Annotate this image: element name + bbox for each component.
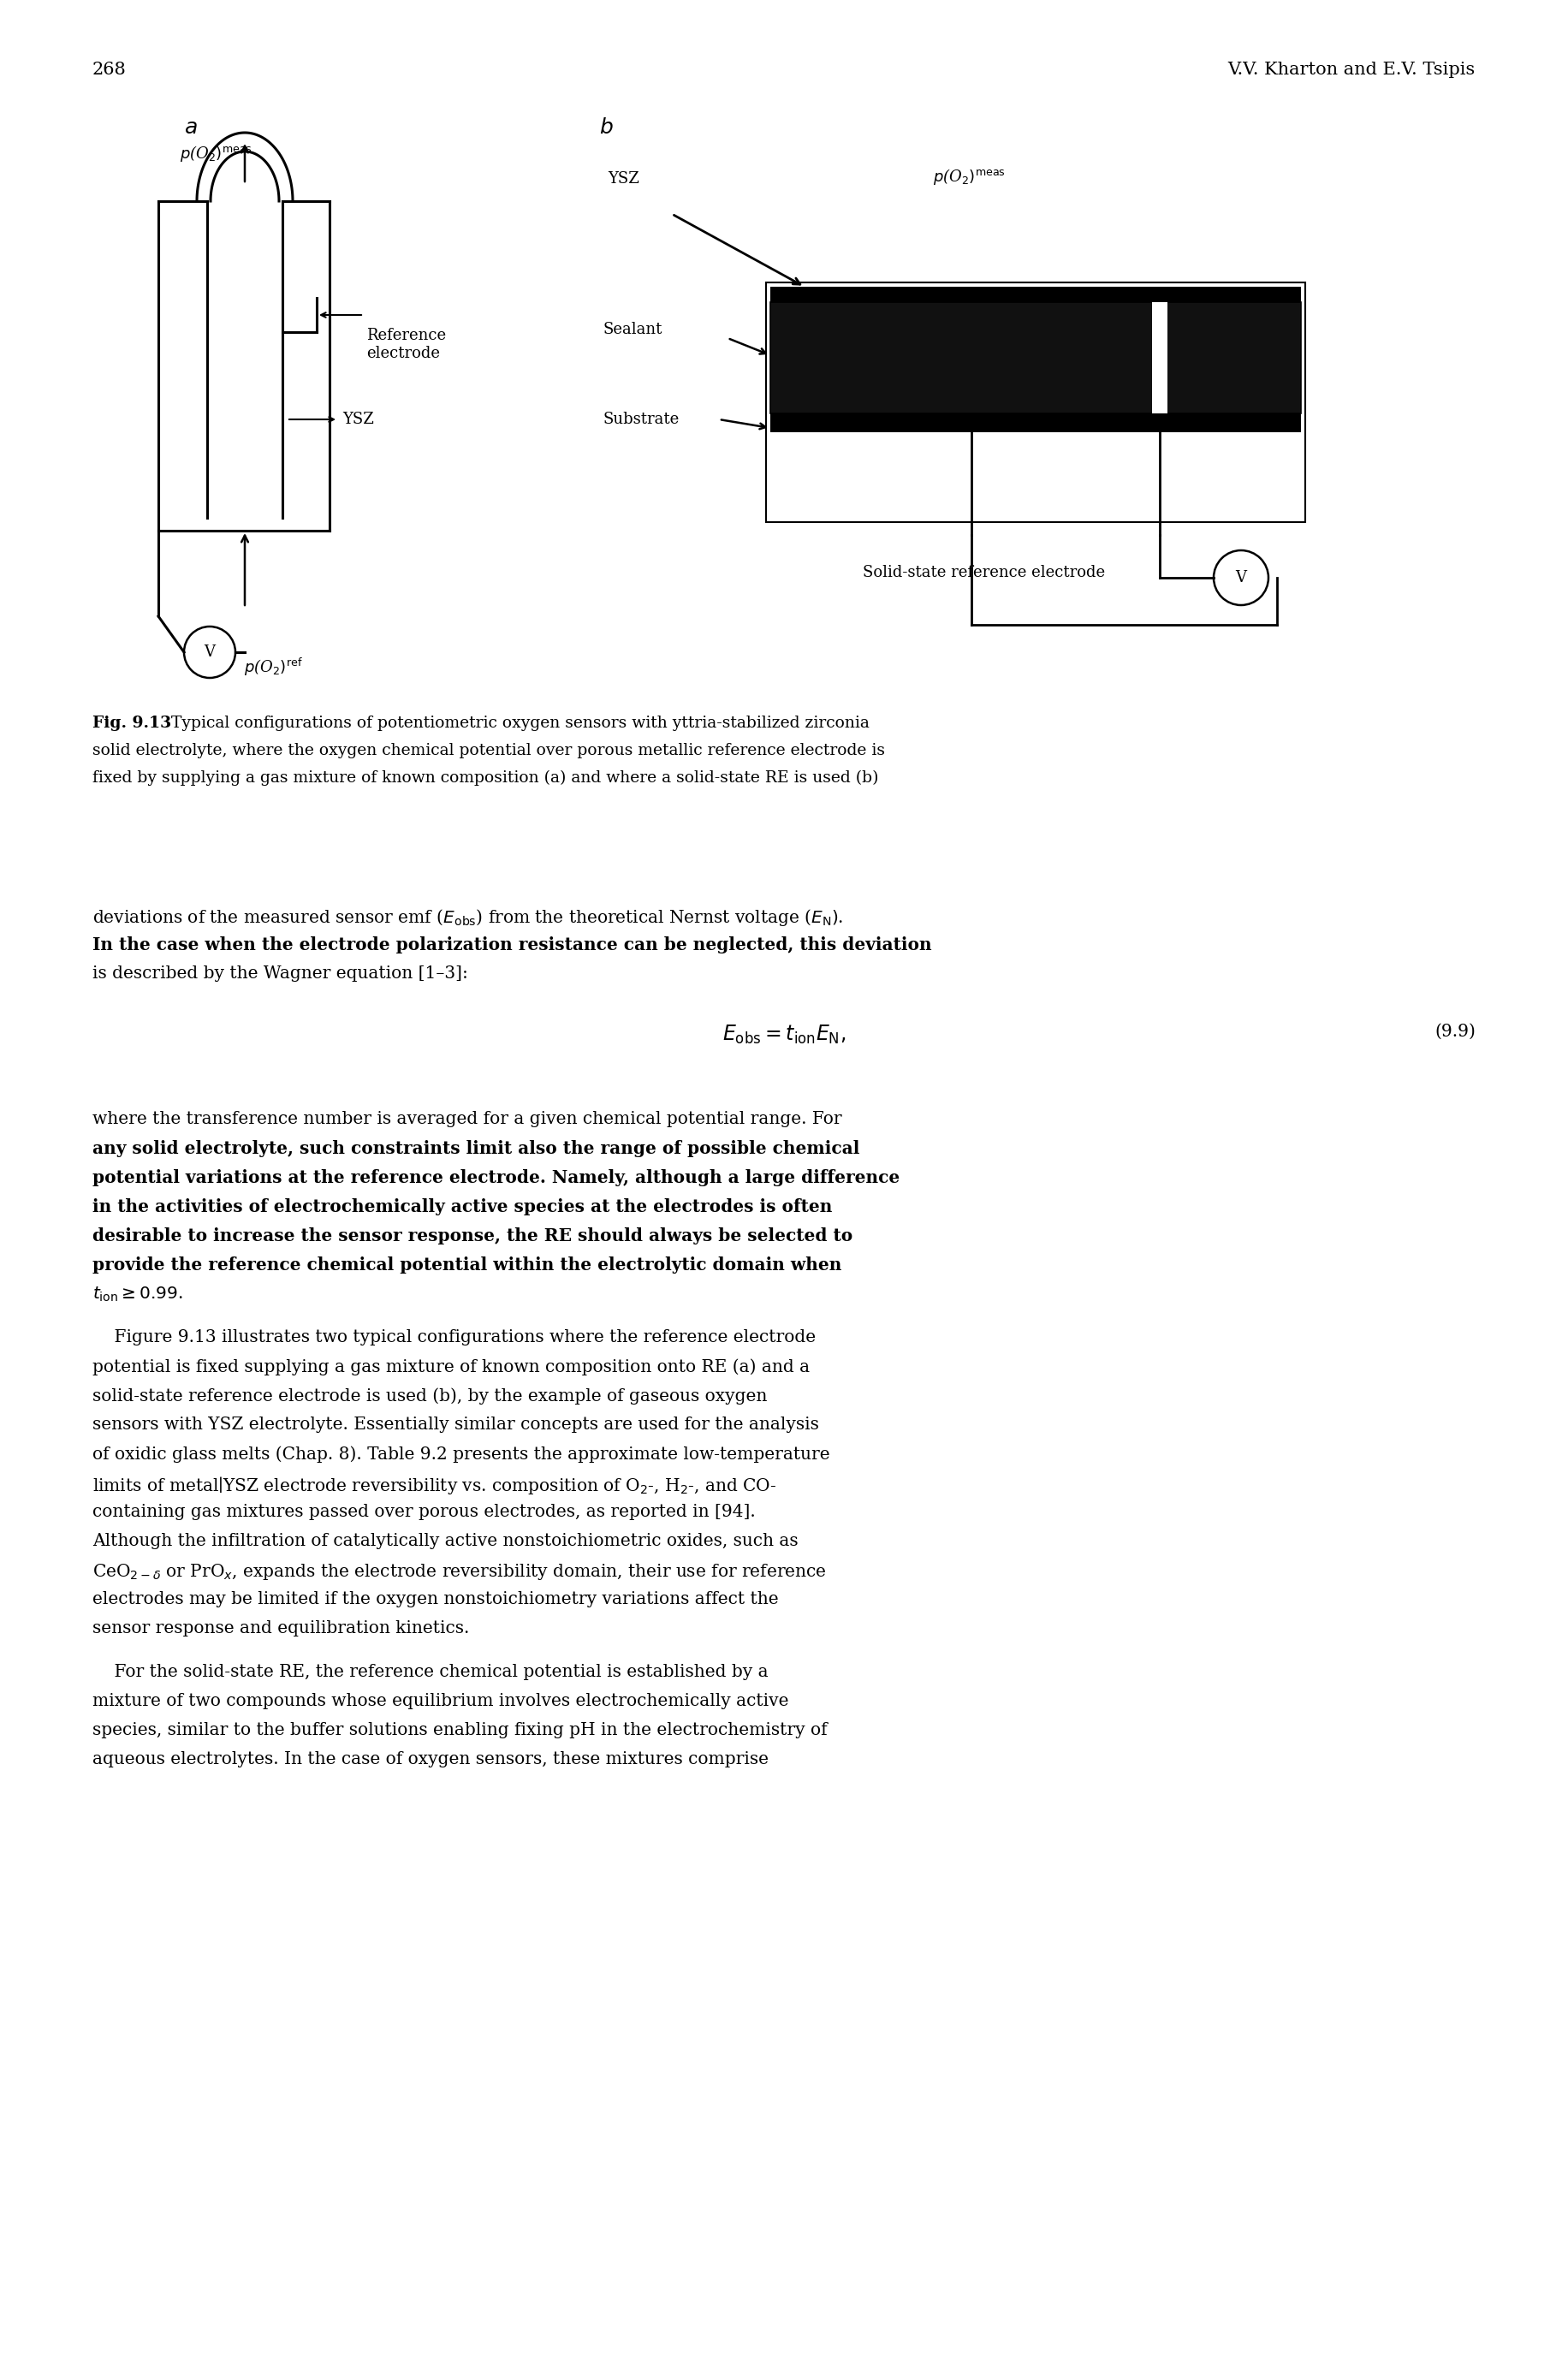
Text: in the activities of electrochemically active species at the electrodes is often: in the activities of electrochemically a… [93,1198,833,1217]
Text: species, similar to the buffer solutions enabling fixing pH in the electrochemis: species, similar to the buffer solutions… [93,1723,828,1739]
Bar [767,283,1305,523]
Text: V: V [1236,570,1247,584]
Text: electrodes may be limited if the oxygen nonstoichiometry variations affect the: electrodes may be limited if the oxygen … [93,1592,779,1609]
Text: $p$(O$_2)^{\rm meas}$: $p$(O$_2)^{\rm meas}$ [180,145,252,164]
Text: limits of metal∣YSZ electrode reversibility vs. composition of O$_2$-, H$_2$-, a: limits of metal∣YSZ electrode reversibil… [93,1475,776,1497]
Text: provide the reference chemical potential within the electrolytic domain when: provide the reference chemical potential… [93,1257,842,1274]
Text: potential is fixed supplying a gas mixture of known composition onto RE (a) and : potential is fixed supplying a gas mixtu… [93,1359,809,1376]
Text: V: V [204,644,215,661]
Text: Substrate: Substrate [604,411,681,428]
Bar [770,413,1301,432]
Text: Sealant: Sealant [604,321,663,337]
Text: deviations of the measured sensor emf ($E_{\rm obs}$) from the theoretical Nerns: deviations of the measured sensor emf ($… [93,908,844,927]
Text: Fig. 9.13: Fig. 9.13 [93,715,171,732]
Text: 268: 268 [93,62,127,78]
Text: potential variations at the reference electrode. Namely, although a large differ: potential variations at the reference el… [93,1169,900,1186]
Text: solid-state reference electrode is used (b), by the example of gaseous oxygen: solid-state reference electrode is used … [93,1388,767,1404]
Text: YSZ: YSZ [608,171,640,188]
Text: CeO$_{2-\delta}$ or PrO$_x$, expands the electrode reversibility domain, their u: CeO$_{2-\delta}$ or PrO$_x$, expands the… [93,1561,826,1582]
Text: Reference
electrode: Reference electrode [367,328,445,361]
Text: Although the infiltration of catalytically active nonstoichiometric oxides, such: Although the infiltration of catalytical… [93,1533,798,1549]
Text: where the transference number is averaged for a given chemical potential range. : where the transference number is average… [93,1112,842,1126]
Text: $p$(O$_2)^{\rm ref}$: $p$(O$_2)^{\rm ref}$ [245,656,303,677]
Text: sensor response and equilibration kinetics.: sensor response and equilibration kineti… [93,1620,469,1637]
Text: $p$(O$_2)^{\rm meas}$: $p$(O$_2)^{\rm meas}$ [933,166,1005,188]
Text: desirable to increase the sensor response, the RE should always be selected to: desirable to increase the sensor respons… [93,1228,853,1245]
Text: solid electrolyte, where the oxygen chemical potential over porous metallic refe: solid electrolyte, where the oxygen chem… [93,744,884,758]
Text: Solid-state reference electrode: Solid-state reference electrode [862,565,1105,580]
Bar [770,287,1301,302]
Text: fixed by supplying a gas mixture of known composition (a) and where a solid-stat: fixed by supplying a gas mixture of know… [93,770,878,786]
Text: any solid electrolyte, such constraints limit also the range of possible chemica: any solid electrolyte, such constraints … [93,1140,859,1157]
Text: of oxidic glass melts (Chap. 8). Table 9.2 presents the approximate low-temperat: of oxidic glass melts (Chap. 8). Table 9… [93,1445,829,1464]
Text: $\mathbf{\mathit{a}}$: $\mathbf{\mathit{a}}$ [183,119,198,138]
Text: $t_{\rm ion} \geq 0.99$.: $t_{\rm ion} \geq 0.99$. [93,1285,183,1304]
Text: (9.9): (9.9) [1435,1024,1475,1041]
Bar [1152,302,1168,413]
Text: Typical configurations of potentiometric oxygen sensors with yttria-stabilized z: Typical configurations of potentiometric… [162,715,870,732]
Text: containing gas mixtures passed over porous electrodes, as reported in [94].: containing gas mixtures passed over poro… [93,1504,756,1521]
Text: mixture of two compounds whose equilibrium involves electrochemically active: mixture of two compounds whose equilibri… [93,1694,789,1708]
Bar [770,302,1301,413]
Text: V.V. Kharton and E.V. Tsipis: V.V. Kharton and E.V. Tsipis [1228,62,1475,78]
Text: $E_{\rm obs} = t_{\rm ion}E_{\rm N},$: $E_{\rm obs} = t_{\rm ion}E_{\rm N},$ [723,1024,845,1045]
Text: In the case when the electrode polarization resistance can be neglected, this de: In the case when the electrode polarizat… [93,936,931,953]
Text: $\mathbf{\mathit{b}}$: $\mathbf{\mathit{b}}$ [599,119,613,138]
Text: sensors with YSZ electrolyte. Essentially similar concepts are used for the anal: sensors with YSZ electrolyte. Essentiall… [93,1416,818,1433]
Text: Figure 9.13 illustrates two typical configurations where the reference electrode: Figure 9.13 illustrates two typical conf… [93,1328,815,1345]
Text: is described by the Wagner equation [1–3]:: is described by the Wagner equation [1–3… [93,965,469,981]
Text: aqueous electrolytes. In the case of oxygen sensors, these mixtures comprise: aqueous electrolytes. In the case of oxy… [93,1751,768,1768]
Text: For the solid-state RE, the reference chemical potential is established by a: For the solid-state RE, the reference ch… [93,1663,768,1680]
Text: YSZ: YSZ [342,411,373,428]
